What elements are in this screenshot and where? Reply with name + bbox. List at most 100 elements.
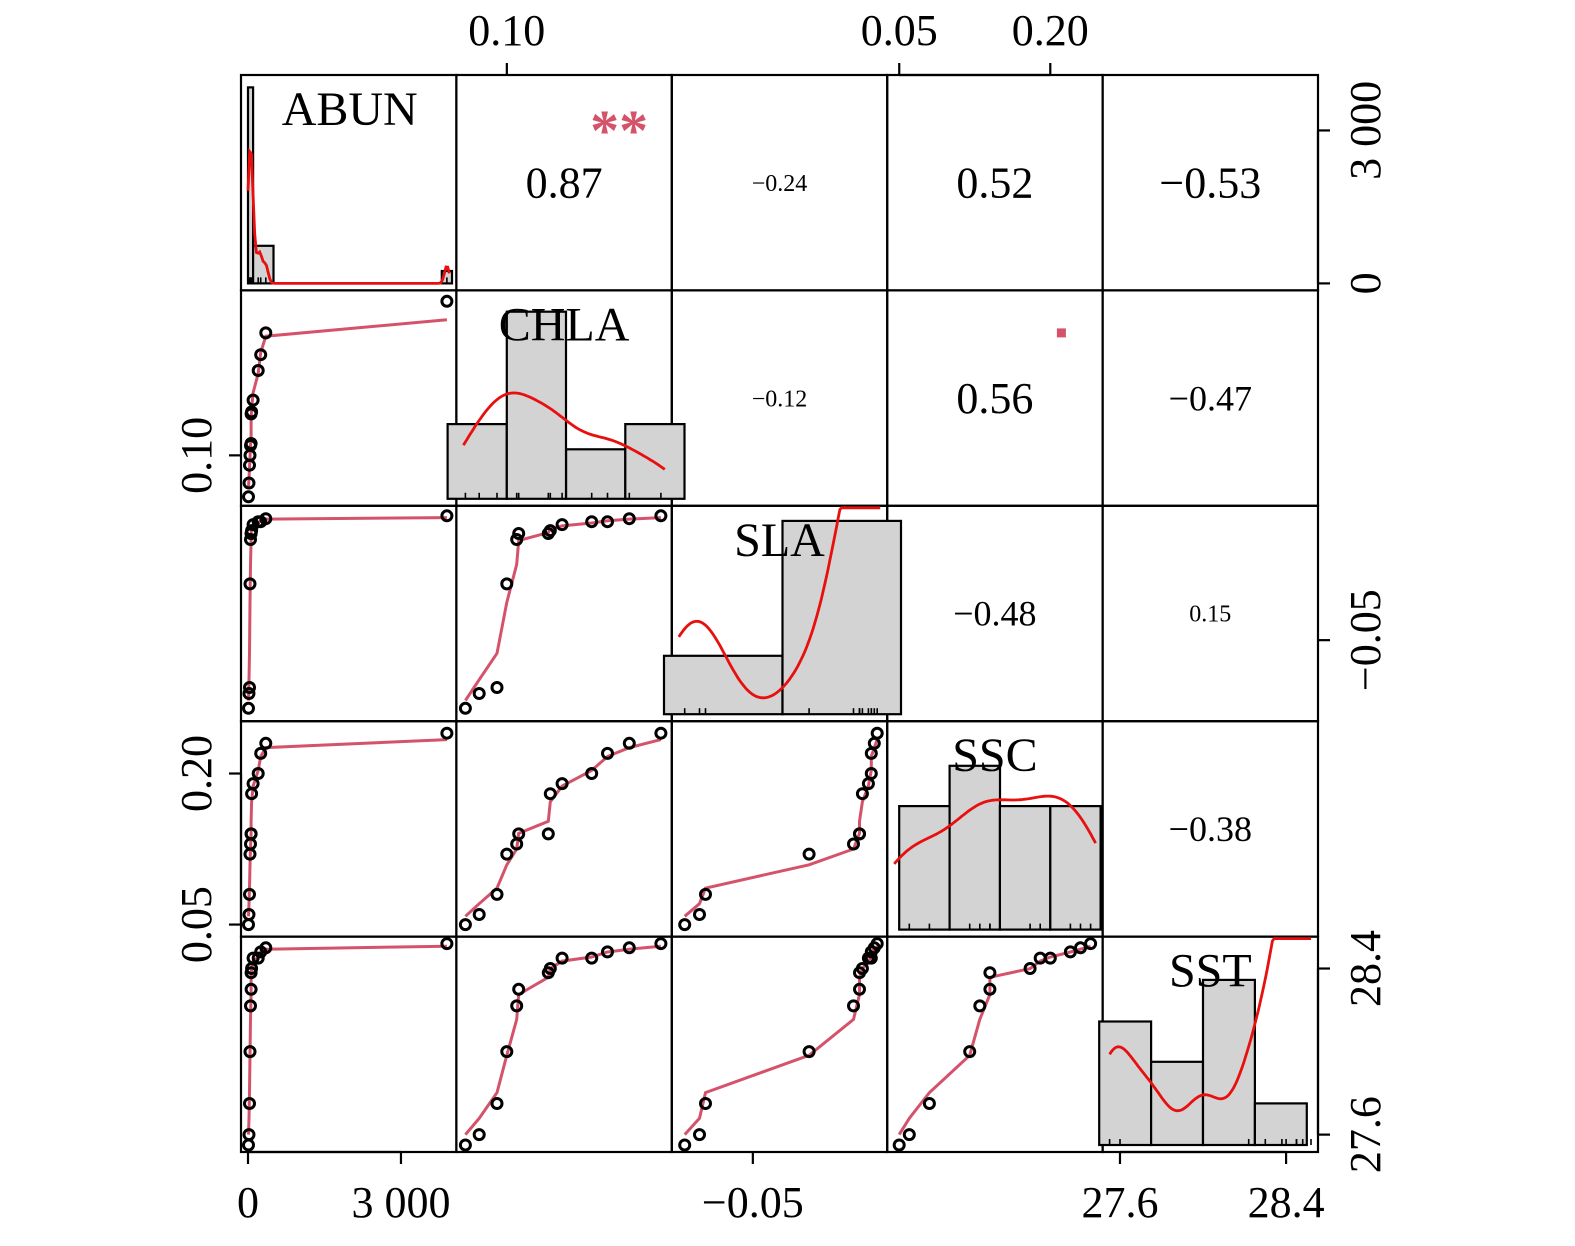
histogram-bar-chla	[564, 448, 627, 500]
tick-label-left-ssc: 0.20	[172, 735, 221, 812]
scatter-point	[601, 515, 614, 529]
histogram-bar-ssc	[1049, 804, 1102, 931]
scatter-point	[246, 951, 260, 965]
scatter-point	[242, 490, 255, 504]
scatter-point	[973, 999, 987, 1013]
scatter-point	[242, 1138, 255, 1152]
tick-label-bottom-sla: −0.05	[702, 1178, 804, 1227]
correlation-value: −0.53	[1159, 159, 1261, 208]
scatter-point	[543, 962, 557, 975]
scatter-point	[699, 887, 712, 901]
tick-label-top-ssc: 0.20	[1012, 6, 1089, 55]
scatter-point	[678, 918, 692, 932]
significance-dot	[1056, 328, 1066, 338]
scatter-point	[963, 1045, 977, 1059]
scatter-point	[847, 837, 860, 851]
scatter-point	[802, 847, 816, 861]
scatter-point	[622, 736, 636, 750]
tick-label-bottom-abun: 3 000	[352, 1178, 451, 1227]
scatter-point	[490, 1097, 504, 1110]
scatter-point	[693, 908, 706, 921]
scatter-point	[902, 1128, 916, 1142]
variable-label-abun: ABUN	[282, 83, 418, 136]
scatter-point	[1023, 962, 1037, 975]
density-curve-sla	[677, 506, 881, 700]
scatter-point	[458, 1138, 472, 1152]
scatter-point	[1063, 945, 1077, 959]
histogram-bar-sst	[1098, 1020, 1153, 1147]
scatter-point	[543, 787, 557, 801]
histogram-bar-sla	[781, 519, 903, 716]
scatter-point	[512, 527, 526, 540]
panel-ssc-abun	[239, 720, 458, 938]
scatter-point	[870, 937, 884, 951]
scatter-point	[855, 787, 869, 801]
scatter-point	[458, 701, 472, 715]
tick-label-bottom-abun: 0	[237, 1178, 259, 1227]
tick-label-right-sst: 28.4	[1341, 930, 1390, 1007]
histogram-bar-chla	[446, 423, 508, 500]
scatter-point	[245, 405, 259, 419]
scatter-point	[678, 1138, 692, 1152]
tick-label-top-chla: 0.10	[468, 6, 545, 55]
significance-stars: **	[590, 98, 648, 163]
scatter-point	[922, 1097, 936, 1110]
scatter-point	[243, 1045, 257, 1059]
variable-label-sst: SST	[1169, 945, 1252, 998]
scatter-point	[510, 533, 524, 546]
scatter-point	[654, 937, 668, 951]
scatter-point	[251, 364, 265, 377]
variable-label-sla: SLA	[734, 514, 825, 567]
scatter-point	[251, 767, 265, 780]
scatter-point	[254, 746, 268, 760]
panel-sst-abun	[239, 935, 458, 1154]
scatter-point	[246, 393, 260, 407]
density-curve-chla	[462, 391, 666, 471]
scatter-point	[244, 827, 258, 841]
tick-label-left-ssc: 0.05	[172, 886, 221, 963]
scatter-point	[440, 509, 454, 523]
panel-ssc-chla	[455, 720, 673, 938]
scatter-point	[243, 681, 256, 694]
tick-label-right-sla: −0.05	[1341, 589, 1390, 691]
scatter-point	[245, 524, 259, 538]
scatter-point	[512, 827, 526, 841]
scatter-point	[802, 1045, 816, 1059]
scatter-point	[512, 982, 526, 996]
scatter-point	[853, 827, 866, 841]
scatter-point	[440, 937, 454, 951]
scatter-point	[440, 726, 454, 740]
tick-label-top-ssc: 0.05	[861, 6, 938, 55]
scatter-point	[440, 294, 454, 308]
scatter-point	[1043, 951, 1057, 965]
histogram-bar-sla	[662, 654, 784, 716]
scatter-point	[500, 577, 514, 591]
scatter-point	[244, 999, 257, 1013]
correlation-value: −0.47	[1169, 378, 1252, 418]
tick-label-right-sst: 27.6	[1341, 1096, 1390, 1173]
scatter-point	[870, 726, 884, 740]
correlation-value: 0.15	[1189, 602, 1231, 628]
scatter-point	[500, 1045, 514, 1059]
smooth-line-chla-abun	[247, 318, 448, 488]
scatter-point	[242, 1128, 256, 1142]
scatter-point	[622, 941, 636, 955]
scatter-point	[242, 701, 255, 715]
correlation-value: 0.56	[956, 374, 1033, 423]
scatter-point	[472, 687, 486, 700]
smooth-line-sla-chla	[464, 516, 661, 702]
histogram-bar-ssc	[948, 764, 1002, 931]
correlation-value: 0.52	[956, 159, 1033, 208]
panel-sst-chla	[455, 935, 673, 1154]
scatter-point	[622, 512, 636, 526]
scatter-point	[555, 518, 569, 532]
histogram-bar-sst	[1149, 1060, 1205, 1147]
histogram-bar-ssc	[898, 804, 951, 931]
scatter-point	[853, 982, 866, 996]
scatter-point	[490, 887, 504, 901]
density-curve-sst	[1108, 937, 1311, 1113]
scatter-point	[693, 1128, 706, 1142]
scatter-point	[259, 941, 273, 955]
scatter-point	[243, 577, 257, 591]
